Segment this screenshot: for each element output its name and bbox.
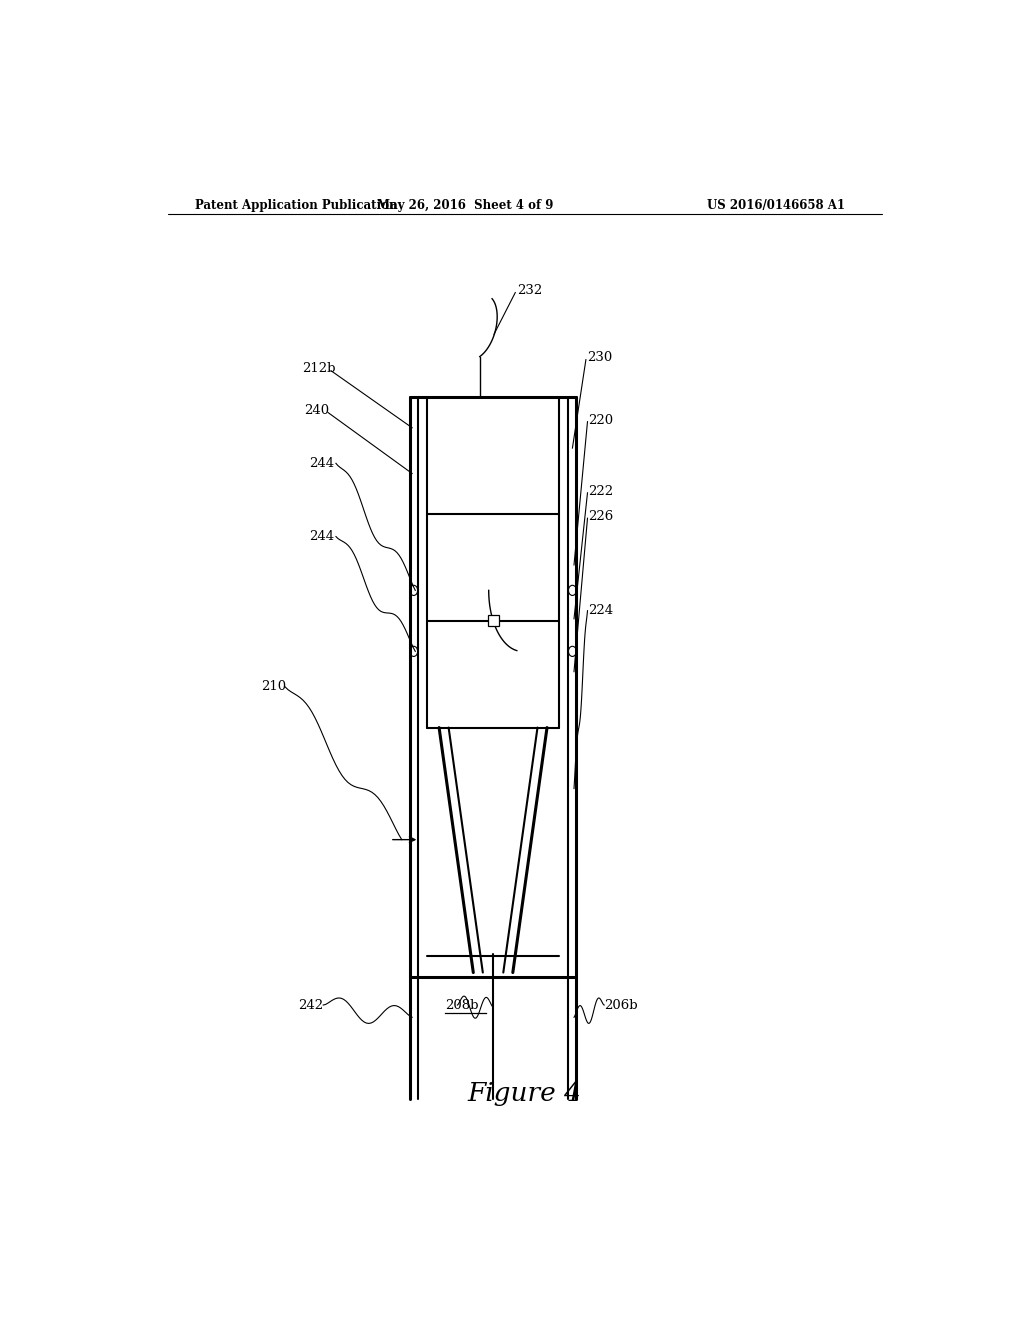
Text: 242: 242 bbox=[299, 998, 324, 1011]
Text: 230: 230 bbox=[587, 351, 612, 364]
Text: 208b: 208b bbox=[445, 998, 479, 1011]
Text: US 2016/0146658 A1: US 2016/0146658 A1 bbox=[708, 199, 846, 213]
Text: 206b: 206b bbox=[604, 998, 638, 1011]
Text: 210: 210 bbox=[261, 680, 287, 693]
Text: 222: 222 bbox=[588, 486, 613, 498]
Text: Figure 4: Figure 4 bbox=[468, 1081, 582, 1106]
Text: 212b: 212b bbox=[303, 362, 336, 375]
Text: 232: 232 bbox=[517, 284, 542, 297]
Text: 220: 220 bbox=[588, 414, 613, 428]
Text: 240: 240 bbox=[304, 404, 330, 417]
Text: Patent Application Publication: Patent Application Publication bbox=[196, 199, 398, 213]
Text: May 26, 2016  Sheet 4 of 9: May 26, 2016 Sheet 4 of 9 bbox=[377, 199, 553, 213]
Text: 244: 244 bbox=[309, 531, 334, 543]
Text: 224: 224 bbox=[588, 605, 613, 618]
Text: 244: 244 bbox=[309, 457, 334, 470]
Bar bbox=[487, 615, 499, 627]
Text: 226: 226 bbox=[588, 510, 613, 523]
